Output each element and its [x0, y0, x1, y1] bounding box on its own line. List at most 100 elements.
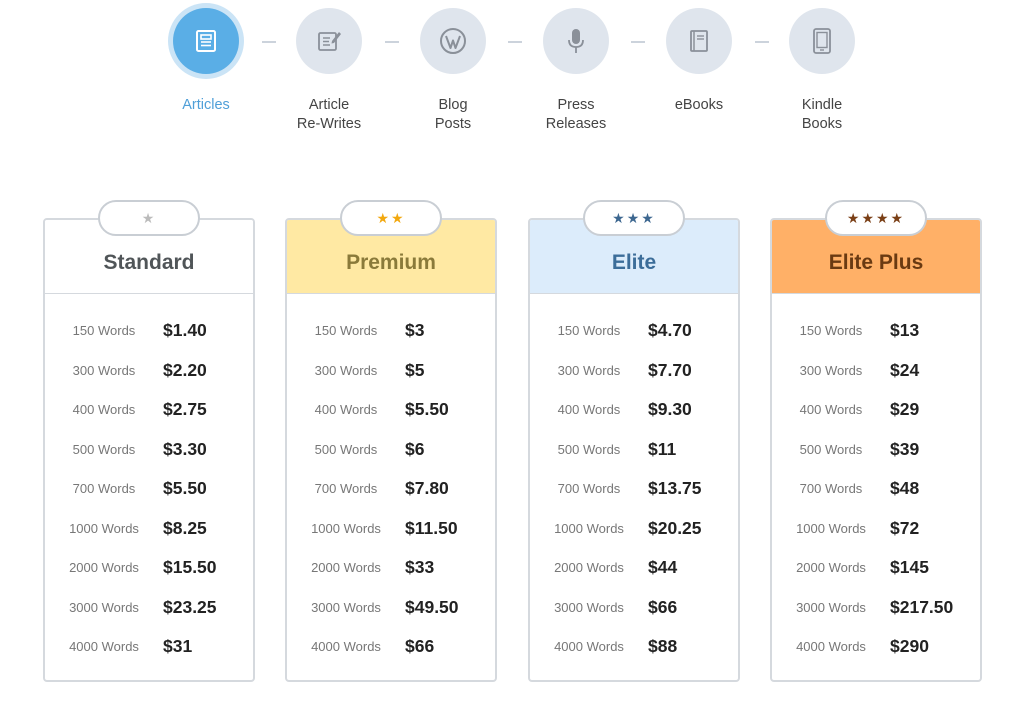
word-count: 300 Words: [557, 362, 621, 378]
price-value: $24: [890, 359, 920, 380]
price-value: $8.25: [163, 517, 207, 538]
nav-item-ebooks[interactable]: eBooks: [639, 8, 759, 115]
price-row: 400 Words $5.50: [287, 390, 495, 430]
price-value: $13: [890, 320, 920, 341]
nav-divider: [508, 41, 522, 43]
price-row: 700 Words $13.75: [530, 469, 738, 509]
word-count: 1000 Words: [69, 520, 139, 536]
price-row: 1000 Words $11.50: [287, 509, 495, 549]
nav-item-label: Press Releases: [545, 97, 607, 132]
price-value: $1.40: [163, 320, 207, 341]
price-value: $11.50: [405, 517, 458, 538]
price-value: $13.75: [648, 478, 702, 499]
nav-item-press-releases[interactable]: Press Releases: [516, 8, 636, 134]
price-row: 300 Words $2.20: [45, 351, 253, 391]
price-value: $7.70: [648, 359, 692, 380]
price-value: $11: [648, 438, 677, 459]
price-value: $9.30: [648, 399, 692, 420]
pricing-card-standard: ★ Standard 150 Words $1.40 300 Words $2.20 400…: [43, 200, 255, 682]
price-value: $7.80: [405, 478, 449, 499]
word-count: 150 Words: [799, 323, 863, 339]
nav-item-article-rewrites[interactable]: Article Re-Writes: [269, 8, 389, 134]
price-row: 150 Words $3: [287, 311, 495, 351]
nav-item-kindle-books[interactable]: Kindle Books: [762, 8, 882, 134]
price-value: $48: [890, 478, 920, 499]
word-count: 2000 Words: [796, 560, 866, 576]
word-count: 4000 Words: [554, 639, 624, 655]
word-count: 500 Words: [557, 441, 621, 457]
word-count: 3000 Words: [796, 599, 866, 615]
content-type-nav: Articles Article Re-Writes Blog Posts: [0, 0, 1024, 150]
price-row: 4000 Words $66: [287, 627, 495, 667]
word-count: 3000 Words: [69, 599, 139, 615]
price-row: 300 Words $7.70: [530, 351, 738, 391]
price-value: $49.50: [405, 596, 459, 617]
price-value: $3: [405, 320, 425, 341]
price-row: 300 Words $24: [772, 351, 980, 391]
price-value: $5.50: [405, 399, 449, 420]
price-value: $217.50: [890, 596, 954, 617]
pricing-card-premium: ★★ Premium 150 Words $3 300 Words $5 400 Words…: [285, 200, 497, 682]
price-row: 4000 Words $31: [45, 627, 253, 667]
word-count: 2000 Words: [311, 560, 381, 576]
price-list: 150 Words $3 300 Words $5 400 Words $5.50 500 …: [287, 294, 495, 667]
price-value: $2.20: [163, 359, 207, 380]
price-row: 150 Words $4.70: [530, 311, 738, 351]
nav-circle: [789, 8, 855, 74]
word-count: 700 Words: [72, 481, 136, 497]
nav-divider: [755, 41, 769, 43]
price-row: 150 Words $1.40: [45, 311, 253, 351]
word-count: 300 Words: [314, 362, 378, 378]
nav-item-blog-posts[interactable]: Blog Posts: [393, 8, 513, 134]
word-count: 3000 Words: [311, 599, 381, 615]
word-count: 500 Words: [314, 441, 378, 457]
price-row: 700 Words $48: [772, 469, 980, 509]
word-count: 4000 Words: [69, 639, 139, 655]
price-value: $20.25: [648, 517, 702, 538]
price-value: $44: [648, 557, 678, 578]
microphone-icon: [568, 29, 584, 53]
nav-divider: [631, 41, 645, 43]
price-value: $39: [890, 438, 920, 459]
price-row: 2000 Words $15.50: [45, 548, 253, 588]
price-value: $4.70: [648, 320, 692, 341]
wordpress-icon: [440, 28, 466, 54]
word-count: 400 Words: [799, 402, 863, 418]
nav-item-articles[interactable]: Articles: [146, 8, 266, 115]
price-list: 150 Words $1.40 300 Words $2.20 400 Words $2.…: [45, 294, 253, 667]
pricing-card-elite: ★★★ Elite 150 Words $4.70 300 Words $7.70 400 …: [528, 200, 740, 682]
word-count: 2000 Words: [69, 560, 139, 576]
price-row: 500 Words $6: [287, 430, 495, 470]
price-value: $2.75: [163, 399, 207, 420]
word-count: 500 Words: [799, 441, 863, 457]
price-value: $31: [163, 636, 193, 657]
price-row: 1000 Words $20.25: [530, 509, 738, 549]
price-row: 500 Words $3.30: [45, 430, 253, 470]
nav-circle: [420, 8, 486, 74]
price-value: $5: [405, 359, 425, 380]
word-count: 700 Words: [799, 481, 863, 497]
price-row: 1000 Words $8.25: [45, 509, 253, 549]
nav-item-label: Kindle Books: [801, 97, 843, 132]
price-row: 2000 Words $145: [772, 548, 980, 588]
price-value: $23.25: [163, 596, 217, 617]
price-value: $6: [405, 438, 425, 459]
word-count: 150 Words: [314, 323, 378, 339]
nav-item-label: Articles: [182, 97, 230, 113]
price-row: 1000 Words $72: [772, 509, 980, 549]
edit-icon: [318, 32, 341, 51]
word-count: 3000 Words: [554, 599, 624, 615]
word-count: 700 Words: [557, 481, 621, 497]
article-icon: [196, 30, 216, 52]
price-row: 400 Words $29: [772, 390, 980, 430]
book-icon: [690, 30, 708, 52]
price-row: 2000 Words $44: [530, 548, 738, 588]
word-count: 400 Words: [557, 402, 621, 418]
price-value: $66: [648, 596, 678, 617]
price-row: 3000 Words $217.50: [772, 588, 980, 628]
price-list: 150 Words $4.70 300 Words $7.70 400 Words $9.…: [530, 294, 738, 667]
word-count: 300 Words: [799, 362, 863, 378]
word-count: 4000 Words: [796, 639, 866, 655]
star-rating-badge: ★: [98, 200, 200, 236]
word-count: 4000 Words: [311, 639, 381, 655]
